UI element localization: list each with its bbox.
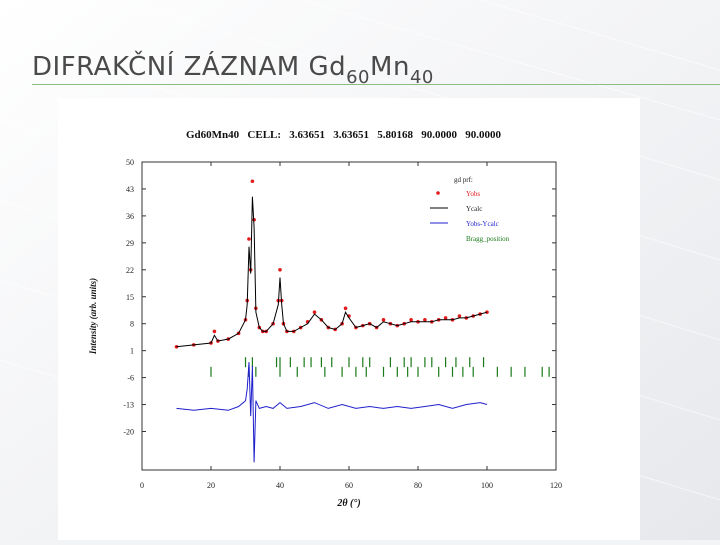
y-tick-label: 8	[130, 320, 134, 329]
yobs-point	[381, 318, 386, 322]
yobs-point	[278, 268, 282, 272]
x-tick-label: 40	[276, 481, 284, 490]
slide-title-main: DIFRAKČNÍ ZÁZNAM Gd	[32, 52, 347, 82]
legend-marker-points	[436, 191, 440, 195]
y-tick-label: 29	[126, 239, 134, 248]
yobs-point	[343, 306, 348, 311]
slide-title-mn: Mn	[370, 52, 410, 82]
yobs-point	[247, 237, 251, 241]
x-tick-label: 60	[345, 481, 353, 490]
ycalc-line	[176, 196, 488, 348]
legend-label: Yobs	[466, 190, 480, 198]
y-tick-label: 15	[126, 293, 134, 302]
y-tick-label: 50	[126, 158, 134, 167]
y-tick-label: 22	[126, 266, 134, 275]
slide-title-subscript-mn: 40	[409, 67, 434, 88]
x-tick-label: 0	[140, 481, 144, 490]
yobs-point	[312, 310, 317, 314]
slide-title-subscript-gd: 60	[346, 67, 371, 88]
yobs-point	[409, 318, 413, 322]
y-tick-label: -20	[123, 428, 134, 437]
diffraction-plot-frame: Gd60Mn40 CELL: 3.63651 3.63651 5.80168 9…	[58, 98, 640, 540]
y-tick-label: 1	[130, 347, 134, 356]
y-tick-label: 36	[126, 212, 134, 221]
yobs-point	[457, 314, 462, 318]
chart-title: Gd60Mn40 CELL: 3.63651 3.63651 5.80168 9…	[186, 129, 502, 141]
legend-label: Bragg_position	[466, 235, 510, 243]
legend-label: Yobs-Ycalc	[466, 220, 499, 228]
y-tick-label: -6	[127, 374, 134, 383]
title-underline	[32, 84, 720, 85]
legend-title: gd prf:	[454, 176, 473, 184]
x-tick-label: 120	[550, 481, 562, 490]
slide-title: DIFRAKČNÍ ZÁZNAM Gd60Mn40	[32, 52, 434, 88]
x-tick-label: 20	[207, 481, 215, 490]
difference-line	[176, 362, 488, 463]
yobs-point	[212, 329, 217, 334]
x-tick-label: 80	[414, 481, 422, 490]
x-axis-label: 2θ (°)	[336, 498, 360, 509]
yobs-point	[174, 345, 179, 349]
yobs-point	[485, 310, 489, 314]
legend-label: Ycalc	[466, 205, 482, 213]
yobs-point	[250, 179, 255, 184]
x-tick-label: 100	[481, 481, 493, 490]
yobs-point	[423, 318, 427, 322]
yobs-point	[443, 316, 448, 320]
y-tick-label: -13	[123, 401, 134, 410]
y-axis-label: Intensity (arb. units)	[88, 278, 98, 355]
y-tick-label: 43	[126, 185, 134, 194]
diffraction-chart: Gd60Mn40 CELL: 3.63651 3.63651 5.80168 9…	[88, 129, 562, 509]
